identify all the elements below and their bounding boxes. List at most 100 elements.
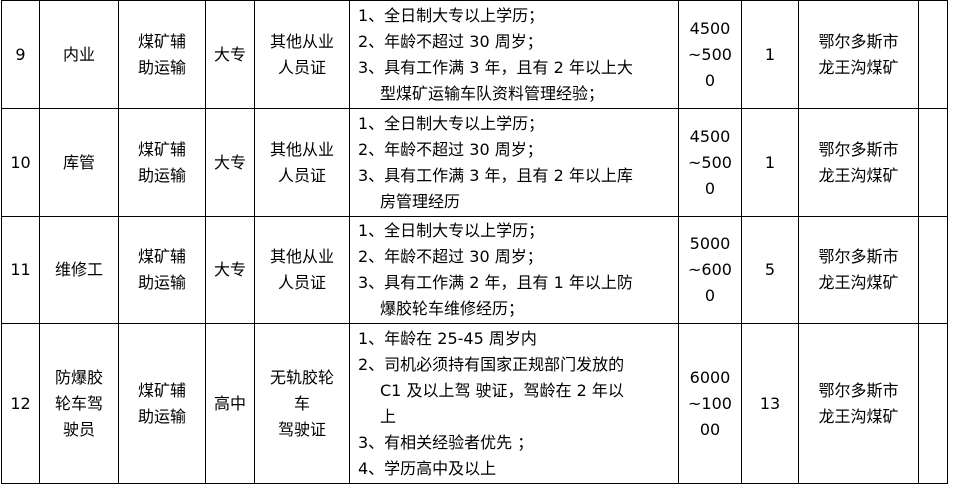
job-category-line: 煤矿辅 (137, 380, 186, 400)
job-requirements-line: C1 及以上驾 驶证，驾龄在 2 年以 (380, 380, 624, 400)
education-requirement-cell: 高中 (205, 323, 255, 484)
salary-range-line: ~100 (688, 393, 732, 413)
job-requirements-cell: 1、全日制大专以上学历； 2、年龄不超过 30 周岁； 3、具有工作满 2 年，且有… (349, 216, 679, 324)
job-requirements-line: 3、具有工作满 3 年，且有 2 年以上库 (358, 165, 633, 185)
position-name-cell: 内业 (39, 0, 119, 109)
certificate-requirement-line: 人员证 (277, 273, 326, 292)
work-location-line: 龙王沟煤矿 (818, 406, 899, 426)
remarks-cell (918, 323, 948, 484)
job-category-cell: 煤矿辅 助运输 (118, 323, 206, 484)
position-name-line: 维修工 (54, 260, 103, 279)
salary-range-line: 4500 (689, 18, 731, 38)
salary-range-line: 4500 (689, 126, 731, 146)
remarks-cell (918, 0, 948, 109)
position-name-cell: 库管 (39, 108, 119, 217)
position-name-cell: 维修工 (39, 216, 119, 324)
job-category-line: 煤矿辅 (137, 247, 186, 266)
job-requirements-line: 2、年龄不超过 30 周岁； (358, 31, 543, 51)
headcount-cell: 1 (741, 108, 799, 217)
salary-range-line: 00 (699, 419, 721, 439)
salary-range-line: ~500 (688, 152, 732, 172)
salary-range-line: 6000 (689, 367, 731, 387)
salary-range-cell: 5000 ~600 0 (678, 216, 742, 324)
job-category-line: 煤矿辅 (137, 31, 186, 51)
certificate-requirement-cell: 其他从业 人员证 (254, 0, 350, 109)
certificate-requirement-line: 人员证 (277, 57, 326, 77)
work-location-line: 龙王沟煤矿 (818, 57, 899, 77)
work-location-line: 鄂尔多斯市 (818, 380, 899, 400)
job-requirements-line: 1、全日制大专以上学历； (358, 113, 545, 133)
job-requirements-cell: 1、全日制大专以上学历； 2、年龄不超过 30 周岁； 3、具有工作满 3 年，且有… (349, 0, 679, 109)
table-row: 12 防爆胶 轮车驾 驶员 煤矿辅 助运输 高中 无轨胶轮车驾驶证 1、年龄在 25-45 周岁… (1, 323, 948, 484)
education-requirement-cell: 大专 (205, 216, 255, 324)
work-location-cell: 鄂尔多斯市龙王沟煤矿 (798, 108, 919, 217)
remarks-cell (918, 108, 948, 217)
job-category-line: 助运输 (137, 273, 186, 292)
job-requirements-line: 4、学历高中及以上 (358, 458, 497, 478)
certificate-requirement-line: 其他从业 (269, 31, 334, 51)
job-requirements-line: 爆胶轮车维修经历； (380, 299, 525, 318)
education-requirement-line: 大专 (213, 44, 246, 64)
salary-range-line: 0 (704, 178, 716, 198)
work-location-line: 鄂尔多斯市 (818, 31, 899, 51)
table-row: 10 库管 煤矿辅 助运输 大专 其他从业 人员证 1、全日制大专以上学历； 2、年龄不超过 3… (1, 108, 948, 217)
job-number-cell: 12 (1, 323, 40, 484)
salary-range-line: 0 (704, 70, 716, 90)
work-location-line: 龙王沟煤矿 (818, 165, 899, 185)
certificate-requirement-line: 人员证 (277, 165, 326, 185)
job-category-cell: 煤矿辅 助运输 (118, 216, 206, 324)
salary-range-cell: 4500 ~500 0 (678, 0, 742, 109)
position-name-line: 内业 (62, 44, 95, 64)
education-requirement-cell: 大专 (205, 0, 255, 109)
job-requirements-line: 3、具有工作满 2 年，且有 1 年以上防 (358, 273, 633, 292)
job-category-cell: 煤矿辅 助运输 (118, 0, 206, 109)
certificate-requirement-line: 无轨胶轮 (269, 367, 334, 387)
job-number-cell: 11 (1, 216, 40, 324)
position-name-line: 防爆胶 (54, 367, 103, 387)
position-name-line: 驶员 (62, 419, 95, 439)
work-location-line: 鄂尔多斯市 (818, 139, 899, 159)
job-requirements-line: 3、具有工作满 3 年，且有 2 年以上大 (358, 57, 633, 77)
salary-range-line: 5000 (689, 234, 731, 253)
salary-range-line: ~600 (688, 260, 732, 279)
job-requirements-line: 3、有相关经验者优先 ； (358, 432, 534, 452)
headcount-cell: 5 (741, 216, 799, 324)
education-requirement-line: 大专 (213, 152, 246, 172)
position-name-cell: 防爆胶 轮车驾 驶员 (39, 323, 119, 484)
certificate-requirement-line: 其他从业 (269, 247, 334, 266)
certificate-requirement-cell: 其他从业 人员证 (254, 216, 350, 324)
job-requirements-line: 型煤矿运输车队资料管理经验； (380, 83, 605, 103)
job-category-line: 助运输 (137, 165, 186, 185)
job-requirements-line: 2、司机必须持有国家正规部门发放的 (358, 354, 625, 374)
job-requirements-line: 房管理经历 (380, 191, 461, 211)
salary-range-line: 0 (704, 286, 716, 305)
job-category-line: 助运输 (137, 406, 186, 426)
job-category-line: 煤矿辅 (137, 139, 186, 159)
certificate-requirement-line: 驾驶证 (277, 419, 326, 439)
salary-range-line: ~500 (688, 44, 732, 64)
job-category-line: 助运输 (137, 57, 186, 77)
job-category-cell: 煤矿辅 助运输 (118, 108, 206, 217)
certificate-requirement-cell: 无轨胶轮车驾驶证 (254, 323, 350, 484)
work-location-cell: 鄂尔多斯市龙王沟煤矿 (798, 216, 919, 324)
job-requirements-cell: 1、全日制大专以上学历； 2、年龄不超过 30 周岁； 3、具有工作满 3 年，且有… (349, 108, 679, 217)
certificate-requirement-line: 其他从业 (269, 139, 334, 159)
position-name-line: 库管 (62, 152, 95, 172)
work-location-line: 鄂尔多斯市 (818, 247, 899, 266)
work-location-line: 龙王沟煤矿 (818, 273, 899, 292)
work-location-cell: 鄂尔多斯市龙王沟煤矿 (798, 0, 919, 109)
certificate-requirement-cell: 其他从业 人员证 (254, 108, 350, 217)
job-requirements-line: 2、年龄不超过 30 周岁； (358, 139, 543, 159)
position-name-line: 轮车驾 (54, 393, 103, 413)
headcount-cell: 13 (741, 323, 799, 484)
salary-range-cell: 6000 ~100 00 (678, 323, 742, 484)
job-requirements-line: 上 (380, 406, 397, 426)
job-number-cell: 9 (1, 0, 40, 109)
job-requirements-line: 2、年龄不超过 30 周岁； (358, 247, 543, 266)
remarks-cell (918, 216, 948, 324)
work-location-cell: 鄂尔多斯市龙王沟煤矿 (798, 323, 919, 484)
headcount-cell: 1 (741, 0, 799, 109)
salary-range-cell: 4500 ~500 0 (678, 108, 742, 217)
education-requirement-line: 高中 (213, 393, 246, 413)
certificate-requirement-line: 车 (293, 393, 310, 413)
